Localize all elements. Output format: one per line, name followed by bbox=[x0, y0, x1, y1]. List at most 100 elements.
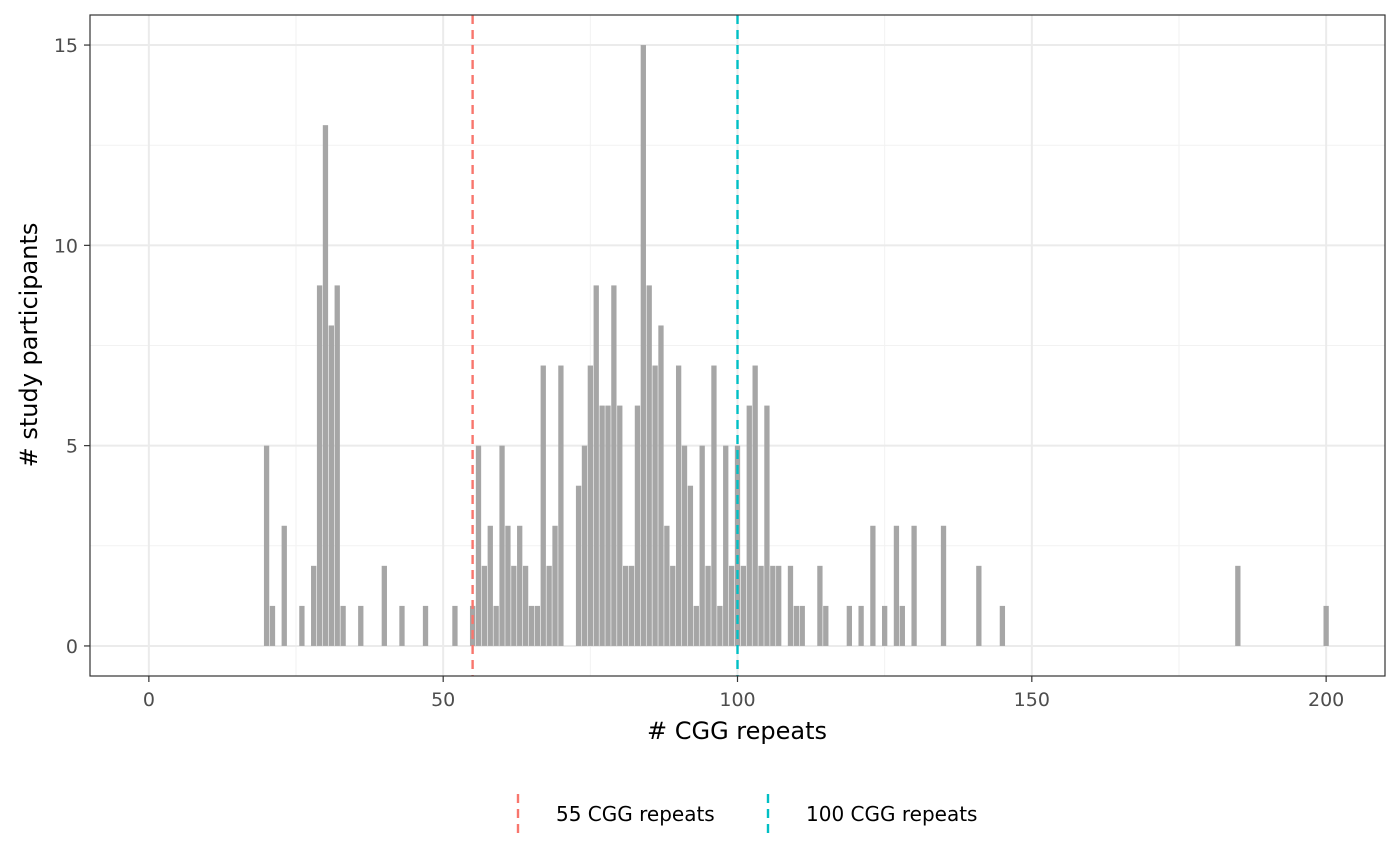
bar bbox=[623, 565, 629, 646]
bar bbox=[640, 45, 646, 646]
bar bbox=[328, 325, 334, 646]
x-tick-label: 50 bbox=[431, 689, 455, 711]
bar bbox=[399, 605, 405, 646]
bar bbox=[605, 405, 611, 646]
bar bbox=[1323, 605, 1329, 646]
bar bbox=[475, 445, 482, 646]
x-tick-label: 0 bbox=[143, 689, 155, 711]
bar bbox=[269, 605, 276, 646]
bar bbox=[511, 565, 517, 646]
bar bbox=[469, 605, 476, 646]
bar bbox=[740, 565, 747, 646]
bar bbox=[505, 525, 511, 646]
bar bbox=[705, 565, 711, 646]
x-axis-title: # CGG repeats bbox=[647, 717, 827, 745]
bar bbox=[487, 525, 493, 646]
bar bbox=[1235, 565, 1241, 646]
y-tick-label: 15 bbox=[54, 35, 78, 57]
x-axis: 0 50 100 150 200 bbox=[143, 676, 1344, 711]
y-axis: 0 5 10 15 bbox=[54, 35, 90, 658]
bar bbox=[587, 365, 593, 646]
bar bbox=[699, 445, 705, 646]
bar bbox=[522, 565, 529, 646]
bar bbox=[940, 525, 947, 646]
bar bbox=[528, 605, 535, 646]
y-axis-title: # study participants bbox=[15, 223, 43, 468]
bar bbox=[540, 365, 546, 646]
bar bbox=[999, 605, 1006, 646]
bar bbox=[552, 525, 558, 646]
bar bbox=[517, 525, 523, 646]
bar bbox=[593, 285, 599, 646]
bar bbox=[263, 445, 270, 646]
bar bbox=[758, 565, 764, 646]
bar bbox=[652, 365, 658, 646]
bar bbox=[316, 285, 323, 646]
bar bbox=[711, 365, 717, 646]
bar bbox=[493, 605, 499, 646]
bar bbox=[634, 405, 641, 646]
bar bbox=[534, 605, 541, 646]
bar bbox=[299, 605, 305, 646]
bar bbox=[311, 565, 317, 646]
bar bbox=[681, 445, 688, 646]
bar bbox=[481, 565, 488, 646]
bar bbox=[581, 445, 588, 646]
x-tick-label: 150 bbox=[1014, 689, 1050, 711]
bar bbox=[717, 605, 723, 646]
y-tick-label: 10 bbox=[54, 235, 78, 257]
bar bbox=[817, 565, 823, 646]
bar bbox=[793, 605, 800, 646]
bar bbox=[858, 605, 864, 646]
bar bbox=[746, 405, 752, 646]
reference-lines bbox=[471, 15, 739, 676]
bar bbox=[381, 565, 387, 646]
bar bbox=[664, 525, 670, 646]
bar bbox=[422, 605, 429, 646]
bar bbox=[340, 605, 346, 646]
bar bbox=[870, 525, 876, 646]
bar bbox=[675, 365, 682, 646]
bar bbox=[846, 605, 852, 646]
x-tick-label: 200 bbox=[1308, 689, 1344, 711]
bar bbox=[646, 285, 652, 646]
bar bbox=[670, 565, 676, 646]
bar bbox=[358, 605, 364, 646]
bar bbox=[546, 565, 552, 646]
bar bbox=[893, 525, 900, 646]
bar bbox=[281, 525, 287, 646]
bar bbox=[723, 445, 729, 646]
bar bbox=[558, 365, 564, 646]
y-tick-label: 5 bbox=[66, 436, 78, 458]
bar bbox=[764, 405, 770, 646]
bar bbox=[776, 565, 782, 646]
bar bbox=[882, 605, 888, 646]
y-tick-label: 0 bbox=[66, 636, 78, 658]
bar bbox=[334, 285, 340, 646]
bar bbox=[499, 445, 505, 646]
bars bbox=[263, 45, 1329, 646]
bar bbox=[628, 565, 635, 646]
bar bbox=[687, 485, 694, 646]
bar bbox=[599, 405, 605, 646]
bar bbox=[658, 325, 664, 646]
bar bbox=[752, 365, 758, 646]
bar bbox=[787, 565, 794, 646]
legend-label: 55 CGG repeats bbox=[556, 802, 715, 826]
bar bbox=[452, 605, 458, 646]
legend-label: 100 CGG repeats bbox=[806, 802, 977, 826]
bar bbox=[770, 565, 776, 646]
legend: 55 CGG repeats 100 CGG repeats bbox=[516, 794, 977, 838]
bar bbox=[728, 565, 735, 646]
bar bbox=[976, 565, 982, 646]
x-tick-label: 100 bbox=[719, 689, 755, 711]
bar bbox=[899, 605, 905, 646]
bar bbox=[611, 285, 617, 646]
bar bbox=[799, 605, 805, 646]
bar bbox=[823, 605, 829, 646]
bar bbox=[322, 125, 329, 646]
bar bbox=[911, 525, 917, 646]
bar bbox=[693, 605, 699, 646]
